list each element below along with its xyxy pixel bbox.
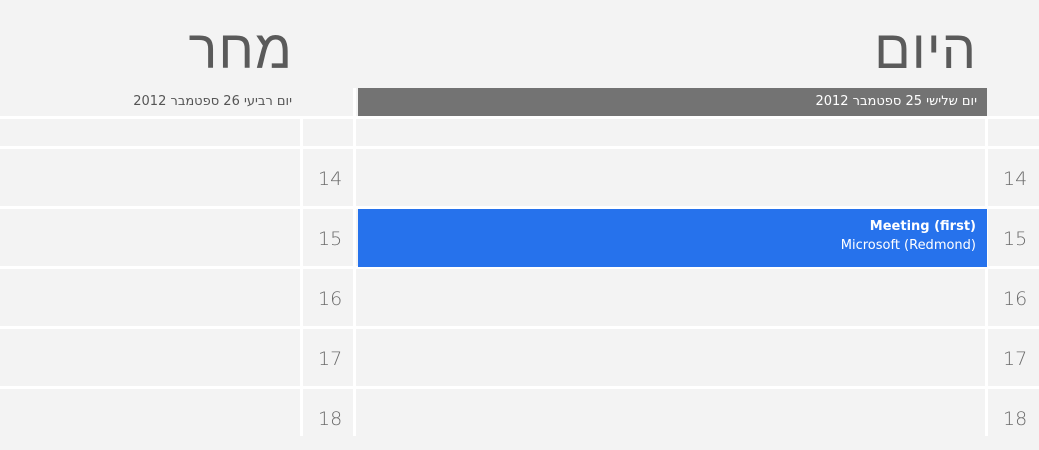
grid-divider (0, 326, 1039, 329)
tomorrow-time-slot[interactable] (0, 389, 300, 436)
hour-label: 18 (318, 408, 343, 430)
grid-divider (0, 116, 1039, 119)
grid-divider (0, 146, 1039, 149)
tomorrow-time-slot[interactable] (0, 329, 300, 386)
grid-divider (0, 206, 1039, 209)
grid-divider (0, 266, 1039, 269)
today-time-slot[interactable] (356, 149, 985, 206)
tomorrow-title: מחר (188, 18, 293, 81)
hour-label: 18 (1003, 408, 1028, 430)
tomorrow-time-slot[interactable] (0, 209, 300, 266)
calendar-event[interactable]: Meeting (first) Microsoft (Redmond) (358, 209, 987, 267)
grid-divider (0, 386, 1039, 389)
event-location: Microsoft (Redmond) (840, 238, 976, 253)
today-time-slot[interactable] (356, 329, 985, 386)
hour-label: 14 (1003, 168, 1028, 190)
hour-label: 15 (318, 228, 343, 250)
grid-divider (985, 116, 988, 436)
today-time-slot[interactable] (356, 389, 985, 436)
tomorrow-date-header[interactable]: יום רביעי 26 ספטמבר 2012 (133, 94, 292, 109)
hour-label: 16 (318, 288, 343, 310)
hour-label: 16 (1003, 288, 1028, 310)
grid-divider (353, 88, 356, 436)
today-time-slot[interactable] (356, 269, 985, 326)
tomorrow-time-slot[interactable] (0, 149, 300, 206)
hour-label: 17 (1003, 348, 1028, 370)
today-date-header[interactable]: יום שלישי 25 ספטמבר 2012 (358, 88, 987, 116)
tomorrow-time-slot[interactable] (0, 269, 300, 326)
event-title: Meeting (first) (869, 219, 976, 234)
hour-label: 15 (1003, 228, 1028, 250)
hour-label: 17 (318, 348, 343, 370)
hour-label: 14 (318, 168, 343, 190)
today-title: היום (874, 18, 977, 81)
grid-divider (300, 116, 303, 436)
